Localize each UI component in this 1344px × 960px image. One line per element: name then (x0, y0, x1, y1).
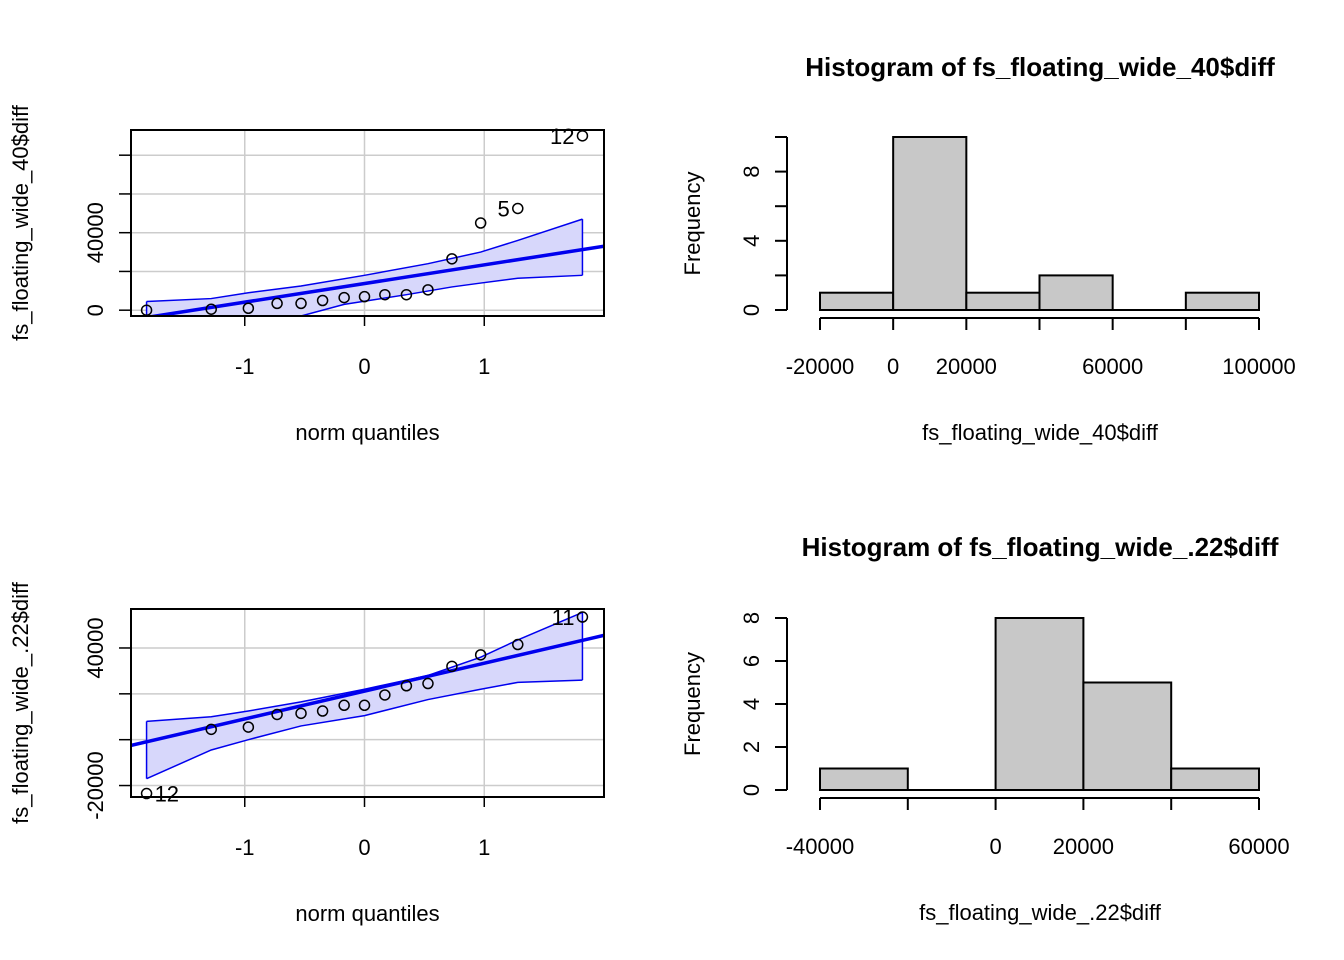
x-tick-label: 1 (478, 835, 490, 860)
y-tick-label: 8 (739, 165, 764, 177)
histogram-1: -20000 0 20000 60000 100000 0 4 8 Histogram of f… (680, 52, 1296, 445)
data-point (316, 705, 329, 717)
plot-area (131, 609, 604, 797)
point-label: 11 (552, 605, 575, 630)
envelope-upper-line (146, 218, 583, 303)
x-tick-label: 60000 (1228, 834, 1289, 859)
plot-area (131, 130, 604, 316)
data-point (140, 787, 153, 800)
y-tick-label: 6 (739, 655, 764, 667)
data-point (576, 130, 589, 142)
y-tick-label: 0 (739, 784, 764, 796)
x-tick-label: -1 (235, 835, 255, 860)
y-axis-label: fs_floating_wide_.22$diff (8, 581, 33, 824)
data-point (242, 302, 255, 314)
histogram-bar (1170, 767, 1260, 791)
x-tick-label: -20000 (786, 354, 855, 379)
x-tick-label: 1 (478, 354, 490, 379)
x-tick-label: -1 (235, 354, 255, 379)
x-tick-label: 100000 (1222, 354, 1295, 379)
data-point (205, 723, 217, 736)
data-point (422, 677, 434, 690)
y-tick-label: 4 (739, 235, 764, 247)
data-point (379, 288, 391, 301)
histogram-bar (994, 617, 1085, 791)
histogram-bar (892, 136, 968, 311)
envelope-lower-line (146, 274, 583, 316)
y-axis-label: fs_floating_wide_40$diff (8, 104, 33, 341)
data-point (205, 303, 217, 315)
data-point (358, 699, 371, 712)
point-label: 12 (550, 124, 574, 149)
histogram-3: -40000 0 20000 60000 0 2 4 6 8 Histogram of fs_fl… (680, 532, 1290, 925)
y-tick-label: 0 (83, 304, 108, 316)
qq-plot-0: 5 12 -1 0 1 0 40000 norm quantiles fs_floating_w… (8, 104, 605, 445)
y-tick-label: 40000 (83, 617, 108, 678)
point-label: 12 (155, 782, 179, 807)
y-tick-label: 40000 (83, 202, 108, 263)
x-axis-label: norm quantiles (295, 901, 439, 926)
histogram-bar (1184, 291, 1261, 312)
data-point (358, 290, 371, 303)
y-tick-label: 0 (739, 304, 764, 316)
y-tick-label: 2 (739, 741, 764, 753)
data-point (295, 297, 307, 310)
histogram-bar (1082, 681, 1173, 791)
x-tick-label: 0 (358, 354, 370, 379)
x-tick-label: 0 (358, 835, 370, 860)
data-point (512, 202, 524, 215)
envelope-upper-line (146, 611, 583, 723)
histogram-bar (965, 291, 1041, 312)
x-axis-label: fs_floating_wide_.22$diff (919, 900, 1162, 925)
confidence-envelope (146, 219, 583, 316)
point-label: 5 (498, 196, 510, 221)
y-axis-label: Frequency (680, 652, 705, 756)
x-tick-label: 0 (887, 354, 899, 379)
data-point (446, 660, 458, 673)
data-point (400, 288, 413, 301)
y-axis-label: Frequency (680, 172, 705, 276)
x-tick-label: -40000 (786, 834, 855, 859)
histogram-bar (819, 291, 895, 312)
data-point (576, 611, 589, 623)
data-point (474, 649, 487, 661)
x-tick-label: 0 (989, 834, 1001, 859)
plot-frame (130, 608, 605, 798)
reference-line (131, 633, 604, 748)
data-point (379, 689, 391, 701)
x-axis-label: norm quantiles (295, 420, 439, 445)
data-point (512, 638, 524, 651)
data-point (242, 721, 255, 733)
x-tick-label: 60000 (1082, 354, 1143, 379)
data-point (446, 253, 458, 265)
envelope-lower-line (146, 679, 583, 780)
data-point (316, 294, 329, 307)
data-point (422, 284, 434, 296)
plot-frame (130, 129, 605, 317)
qq-plot-2: 11 12 -1 0 1 -20000 40000 norm quantiles fs_floa… (8, 581, 605, 926)
data-point (271, 708, 283, 721)
data-point (338, 699, 350, 712)
data-point (474, 217, 487, 229)
data-point (338, 291, 350, 304)
x-tick-label: 20000 (1053, 834, 1114, 859)
data-point (271, 297, 283, 310)
histogram-bar (1038, 274, 1114, 311)
y-tick-label: 8 (739, 612, 764, 624)
histogram-bar (819, 767, 909, 791)
y-tick-label: 4 (739, 698, 764, 710)
data-point (295, 707, 307, 720)
x-axis-label: fs_floating_wide_40$diff (922, 420, 1159, 445)
y-tick-label: -20000 (83, 751, 108, 820)
chart-title: Histogram of fs_floating_wide_40$diff (805, 52, 1275, 82)
x-tick-label: 20000 (936, 354, 997, 379)
data-point (400, 680, 413, 692)
reference-line (144, 244, 604, 316)
chart-title: Histogram of fs_floating_wide_.22$diff (802, 532, 1279, 562)
